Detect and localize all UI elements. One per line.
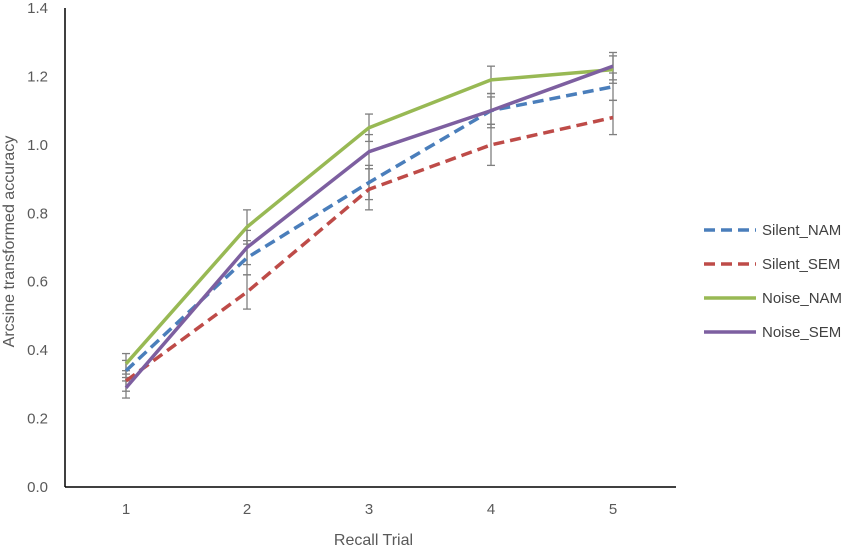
y-axis-title: Arcsine transformed accuracy (1, 136, 18, 348)
error-bar (243, 274, 251, 310)
series-line-noise-sem (124, 64, 614, 389)
y-tick-labels: 0.0 0.2 0.4 0.6 0.8 1.0 1.2 1.4 (27, 0, 48, 496)
x-tick-label: 3 (365, 501, 373, 518)
x-axis-title: Recall Trial (334, 532, 413, 546)
y-tick-label: 0.2 (27, 411, 48, 428)
axes (64, 8, 676, 488)
legend-label: Noise_SEM (762, 324, 841, 341)
y-tick-label: 1.0 (27, 137, 48, 154)
legend-item: Noise_NAM (704, 290, 842, 307)
error-bar (609, 99, 617, 136)
error-bar (609, 51, 617, 81)
y-tick-label: 1.4 (27, 0, 48, 17)
x-tick-label: 1 (122, 501, 130, 518)
x-tick-label: 4 (487, 501, 495, 518)
y-tick-label: 0.6 (27, 274, 48, 291)
x-tick-labels: 1 2 3 4 5 (122, 501, 617, 518)
x-tick-label: 5 (609, 501, 617, 518)
legend-label: Noise_NAM (762, 290, 842, 307)
y-tick-label: 0.8 (27, 205, 48, 222)
error-bars (122, 51, 617, 399)
x-tick-label: 2 (243, 501, 251, 518)
series-lines (124, 64, 614, 389)
legend-item: Silent_SEM (704, 256, 840, 273)
y-tick-label: 0.0 (27, 479, 48, 496)
series-line-noise-nam (124, 67, 614, 365)
legend: Silent_NAM Silent_SEM Noise_NAM Noise_SEM (704, 222, 842, 341)
series-line-silent-sem (124, 115, 614, 383)
y-tick-label: 0.4 (27, 342, 48, 359)
legend-label: Silent_NAM (762, 222, 841, 239)
legend-item: Noise_SEM (704, 324, 841, 341)
legend-item: Silent_NAM (704, 222, 841, 239)
legend-label: Silent_SEM (762, 256, 840, 273)
y-tick-label: 1.2 (27, 68, 48, 85)
